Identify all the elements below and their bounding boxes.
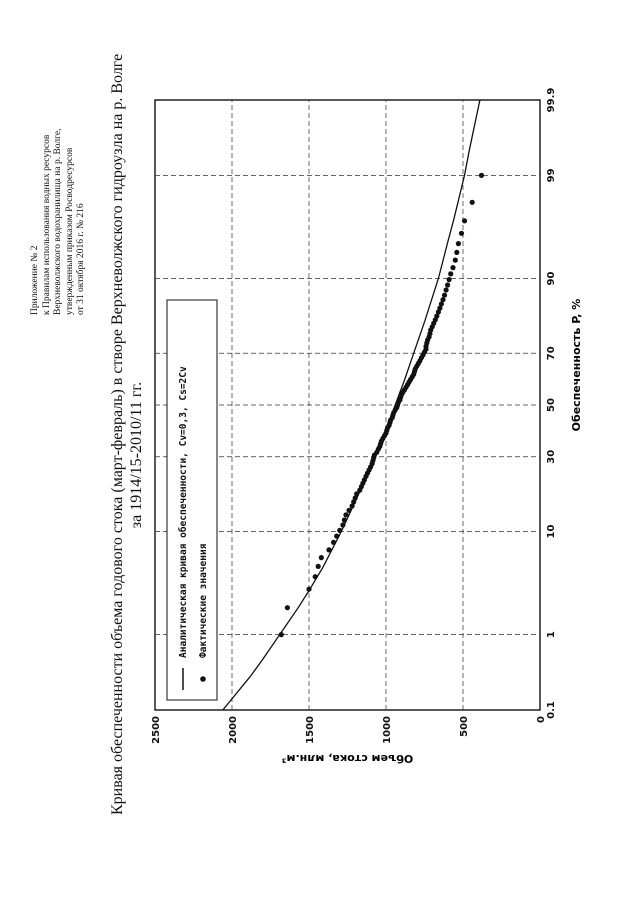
- observed-point: [284, 605, 290, 611]
- y-tick-label: 1000: [382, 716, 393, 744]
- y-tick-label: 2000: [228, 716, 239, 744]
- legend-point-swatch: [200, 676, 206, 682]
- y-axis-label: Объем стока, млн.м³: [282, 752, 414, 765]
- observed-point: [441, 292, 448, 298]
- observed-point: [434, 313, 440, 319]
- x-tick-label: 99: [546, 168, 557, 182]
- observed-point: [331, 539, 337, 545]
- observed-point: [349, 503, 355, 509]
- observed-point: [438, 301, 444, 307]
- observed-point: [450, 264, 456, 271]
- x-tick-label: 70: [546, 346, 557, 360]
- observed-point: [461, 218, 468, 224]
- x-tick-label: 99.9: [546, 88, 557, 113]
- x-tick-label: 50: [546, 398, 557, 412]
- observed-point: [278, 632, 284, 638]
- observed-point: [454, 249, 460, 255]
- observed-point: [458, 230, 465, 236]
- observed-point: [446, 276, 452, 283]
- observed-point: [354, 491, 360, 497]
- legend-entry-curve: Аналитическая кривая обеспеченности, Cv=…: [178, 366, 189, 658]
- observed-point: [306, 586, 312, 592]
- observed-point: [478, 172, 485, 178]
- observed-point: [334, 533, 340, 539]
- y-tick-label: 2500: [151, 716, 162, 744]
- y-tick-label: 500: [459, 716, 470, 737]
- observed-point: [341, 517, 347, 523]
- observed-point: [340, 522, 346, 528]
- observed-point: [326, 547, 332, 553]
- observed-point: [448, 271, 454, 277]
- observed-point: [312, 574, 318, 580]
- observed-point: [351, 499, 357, 505]
- x-tick-label: 30: [546, 450, 557, 464]
- observed-point: [445, 282, 451, 288]
- observed-point: [455, 240, 461, 247]
- x-tick-label: 1: [546, 631, 557, 638]
- y-tick-label: 0: [536, 716, 547, 723]
- legend-box: [166, 299, 218, 701]
- x-tick-label: 0.1: [546, 701, 557, 719]
- observed-point: [437, 305, 443, 311]
- observed-point: [346, 507, 352, 513]
- observed-point: [343, 512, 349, 518]
- observed-point: [337, 527, 343, 533]
- observed-point: [352, 495, 358, 501]
- legend-entry-points: Фактические значения: [198, 543, 209, 658]
- x-tick-label: 90: [546, 272, 557, 286]
- x-tick-label: 10: [546, 524, 557, 538]
- observed-point: [435, 309, 441, 315]
- observed-point: [452, 257, 458, 263]
- x-axis-label: Обеспеченность P, %: [570, 299, 583, 432]
- observed-point: [318, 555, 324, 561]
- y-tick-label: 1500: [305, 716, 316, 744]
- observed-point: [440, 297, 446, 303]
- observed-point: [315, 563, 321, 569]
- observed-point: [443, 287, 449, 293]
- observed-point: [469, 199, 475, 205]
